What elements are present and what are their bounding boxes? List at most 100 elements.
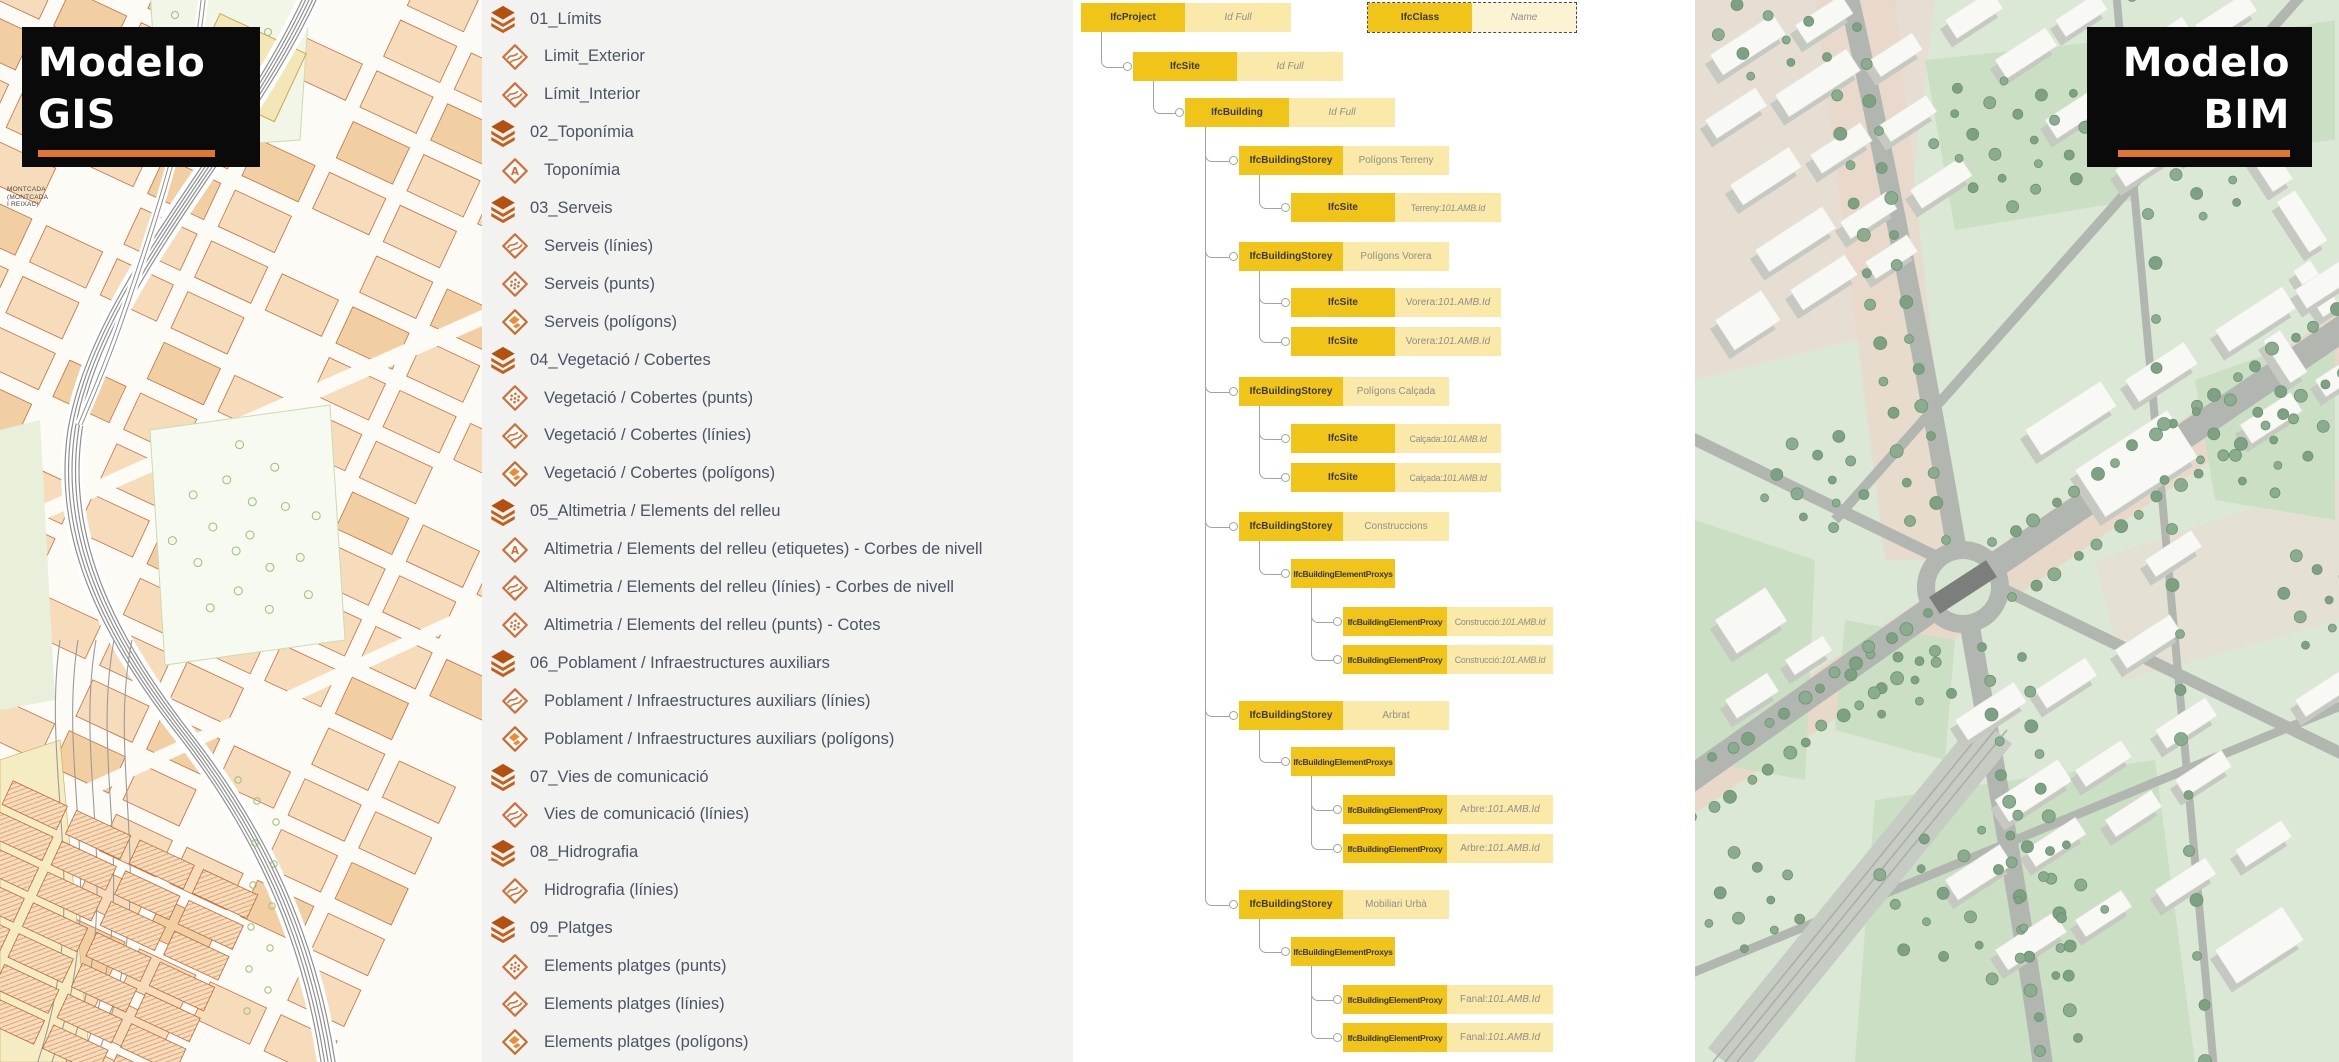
group-layer-icon <box>488 762 518 792</box>
layer-row[interactable]: Elements platges (línies) <box>482 985 1073 1023</box>
layer-row[interactable]: Hidrografia (línies) <box>482 872 1073 910</box>
polygon-layer-icon <box>500 1027 530 1057</box>
line-layer-icon <box>500 800 530 830</box>
tree-connector <box>1311 966 1335 1039</box>
layer-row[interactable]: Vegetació / Cobertes (polígons) <box>482 455 1073 493</box>
tree-connector-dot <box>1333 1032 1342 1042</box>
layer-row[interactable]: 01_Límits <box>482 0 1073 38</box>
tree-connector-dot <box>1229 155 1238 165</box>
ifc-node-class: IfcProject <box>1081 3 1185 32</box>
tree-connector <box>1101 32 1125 68</box>
layer-label: Vegetació / Cobertes (polígons) <box>544 464 776 483</box>
layer-label: 01_Límits <box>530 9 602 28</box>
layer-row[interactable]: Serveis (punts) <box>482 265 1073 303</box>
ifc-node-name: Terreny: 101.AMB.Id <box>1395 193 1501 222</box>
ifc-node: IfcBuildingElementProxys <box>1291 559 1395 588</box>
point-layer-icon <box>500 952 530 982</box>
layer-label: Poblament / Infraestructures auxiliars (… <box>544 691 871 710</box>
layer-row[interactable]: Vegetació / Cobertes (línies) <box>482 417 1073 455</box>
ifc-node-name: Id Full <box>1185 3 1291 32</box>
ifc-tree-diagram: IfcClass Name IfcProject Id Full IfcSite Id… <box>1073 0 1695 1062</box>
ifc-node: IfcBuildingElementProxy Fanal: 101.AMB.Id <box>1343 985 1553 1014</box>
tree-connector-dot <box>1229 251 1238 261</box>
tree-connector-dot <box>1333 804 1342 814</box>
bim-title-line2: BIM <box>2203 92 2290 138</box>
layer-row[interactable]: Vegetació / Cobertes (punts) <box>482 379 1073 417</box>
ifc-node-class: IfcSite <box>1291 288 1395 317</box>
ifc-node: IfcSite Vorera: 101.AMB.Id <box>1291 327 1501 356</box>
line-layer-icon <box>500 42 530 72</box>
ifc-node: IfcBuildingStorey Mobiliari Urbà <box>1239 890 1449 919</box>
layer-row[interactable]: 06_Poblament / Infraestructures auxiliar… <box>482 644 1073 682</box>
layer-label: Toponímia <box>544 161 621 180</box>
point-layer-icon <box>500 269 530 299</box>
ifc-node-class: IfcBuildingElementProxys <box>1291 937 1395 966</box>
layer-row[interactable]: Elements platges (punts) <box>482 948 1073 986</box>
point-layer-icon <box>500 610 530 640</box>
ifc-node: IfcBuildingStorey Arbrat <box>1239 701 1449 730</box>
ifc-node-class: IfcSite <box>1133 52 1237 81</box>
layer-row[interactable]: Elements platges (polígons) <box>482 1023 1073 1061</box>
layer-row[interactable]: 03_Serveis <box>482 190 1073 228</box>
layer-row[interactable]: Serveis (polígons) <box>482 303 1073 341</box>
layer-row[interactable]: 05_Altimetria / Elements del relleu <box>482 493 1073 531</box>
ifc-node: IfcSite Vorera: 101.AMB.Id <box>1291 288 1501 317</box>
ifc-node: IfcBuildingElementProxy Fanal: 101.AMB.Id <box>1343 1023 1553 1052</box>
ifc-node-class: IfcBuildingStorey <box>1239 890 1343 919</box>
layer-row[interactable]: A Toponímia <box>482 152 1073 190</box>
tree-connector-dot <box>1281 946 1290 956</box>
layer-row[interactable]: 02_Toponímia <box>482 114 1073 152</box>
gis-layer-list: 01_Límits Limit_Exterior Límit_Interior … <box>482 0 1073 1062</box>
layer-row[interactable]: Poblament / Infraestructures auxiliars (… <box>482 682 1073 720</box>
layer-label: Vies de comunicació (línies) <box>544 805 750 824</box>
layer-label: Elements platges (polígons) <box>544 1032 749 1051</box>
ifc-node-class: IfcSite <box>1291 327 1395 356</box>
layer-row[interactable]: 08_Hidrografia <box>482 834 1073 872</box>
ifc-node-class: IfcBuildingStorey <box>1239 512 1343 541</box>
ifc-node-class: IfcBuildingElementProxy <box>1343 645 1447 674</box>
ifc-node-name: Fanal: 101.AMB.Id <box>1447 985 1553 1014</box>
ifc-node-class: IfcBuildingElementProxys <box>1291 747 1395 776</box>
ifc-node-name: Polígons Calçada <box>1343 377 1449 406</box>
map-place-label: MONTCADA (MONTCADA I REIXAC) <box>7 186 49 208</box>
layer-row[interactable]: Poblament / Infraestructures auxiliars (… <box>482 720 1073 758</box>
polygon-layer-icon <box>500 724 530 754</box>
ifc-node-name: Polígons Terreny <box>1343 146 1449 175</box>
ifc-node-name: Fanal: 101.AMB.Id <box>1447 1023 1553 1052</box>
layer-row[interactable]: 09_Platges <box>482 910 1073 948</box>
layer-row[interactable]: Límit_Interior <box>482 76 1073 114</box>
ifc-node-class: IfcBuildingElementProxys <box>1291 559 1395 588</box>
tree-connector-dot <box>1333 616 1342 626</box>
tree-connector <box>1259 919 1283 953</box>
tree-connector <box>1259 175 1283 209</box>
group-layer-icon <box>488 4 518 34</box>
tree-connector-dot <box>1281 202 1290 212</box>
tree-connector-dot <box>1123 61 1132 71</box>
group-layer-icon <box>488 118 518 148</box>
ifc-node-class: IfcBuildingElementProxy <box>1343 1023 1447 1052</box>
tree-connector <box>1259 271 1283 343</box>
ifc-node: IfcSite Calçada: 101.AMB.Id <box>1291 424 1501 453</box>
ifc-node: IfcBuildingStorey Construccions <box>1239 512 1449 541</box>
layer-label: Poblament / Infraestructures auxiliars (… <box>544 729 895 748</box>
layer-label: Altimetria / Elements del relleu (etique… <box>544 540 983 559</box>
layer-row[interactable]: Serveis (línies) <box>482 227 1073 265</box>
layer-label: Límit_Interior <box>544 85 641 104</box>
layer-label: 05_Altimetria / Elements del relleu <box>530 502 781 521</box>
ifc-node: IfcBuildingElementProxy Construcció: 101.A… <box>1343 645 1553 674</box>
layer-row[interactable]: 07_Vies de comunicació <box>482 758 1073 796</box>
ifc-node: IfcBuildingElementProxy Arbre: 101.AMB.Id <box>1343 795 1553 824</box>
ifc-node-class: IfcBuildingStorey <box>1239 377 1343 406</box>
layer-row[interactable]: Altimetria / Elements del relleu (punts)… <box>482 606 1073 644</box>
label-layer-icon: A <box>500 156 530 186</box>
ifc-node-name: Arbrat <box>1343 701 1449 730</box>
ifc-node-class: IfcSite <box>1291 424 1395 453</box>
layer-label: Hidrografia (línies) <box>544 881 679 900</box>
layer-row[interactable]: Altimetria / Elements del relleu (línies… <box>482 569 1073 607</box>
bim-title-box: Modelo BIM <box>2087 27 2312 167</box>
layer-row[interactable]: Limit_Exterior <box>482 38 1073 76</box>
layer-row[interactable]: 04_Vegetació / Cobertes <box>482 341 1073 379</box>
ifc-node: IfcSite Id Full <box>1133 52 1343 81</box>
layer-row[interactable]: Vies de comunicació (línies) <box>482 796 1073 834</box>
layer-row[interactable]: A Altimetria / Elements del relleu (etiqu… <box>482 531 1073 569</box>
